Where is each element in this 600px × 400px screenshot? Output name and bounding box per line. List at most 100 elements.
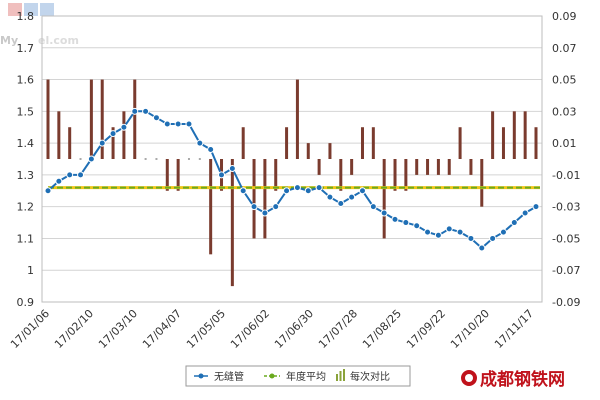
y2-tick-label: 0.07 <box>552 42 577 55</box>
axes: 1.8 0.09 1.7 0.07 1.6 0.05 1.5 0.03 1.4 0.01 1.3 -0… <box>8 10 580 351</box>
comparison-bar-2 <box>68 127 72 159</box>
price-point-18 <box>239 187 247 195</box>
comparison-bar-34 <box>415 159 419 175</box>
y2-tick-label: 0.03 <box>552 105 577 118</box>
watermark-top-left: My el.com <box>0 3 79 47</box>
price-point-31 <box>380 209 388 217</box>
comparison-bar-10 <box>155 158 158 160</box>
price-point-38 <box>456 228 464 236</box>
legend-swatch-bar-1 <box>336 374 338 381</box>
price-point-40 <box>478 244 486 252</box>
x-tick-label: 17/07/28 <box>316 307 360 351</box>
watermark-url-left: My <box>0 34 18 47</box>
x-tick-label: 17/04/07 <box>140 307 184 351</box>
comparison-bar-17 <box>230 159 234 287</box>
comparison-bar-20 <box>263 159 267 239</box>
price-point-12 <box>174 120 182 128</box>
comparison-bar-14 <box>198 158 201 160</box>
x-tick-label: 17/09/22 <box>404 307 448 351</box>
price-point-9 <box>142 107 150 115</box>
comparison-bar-33 <box>404 159 408 191</box>
price-point-5 <box>98 139 106 147</box>
comparison-bar-12 <box>176 159 180 191</box>
x-tick-label: 17/11/17 <box>492 307 536 351</box>
logo-mark-hole <box>465 374 473 382</box>
legend-label-price: 无缝管 <box>214 370 244 383</box>
comparison-bar-15 <box>209 159 213 255</box>
price-point-37 <box>445 225 453 233</box>
comparison-bar-3 <box>79 158 82 160</box>
x-tick-label: 17/08/25 <box>360 307 404 351</box>
price-point-4 <box>87 155 95 163</box>
price-point-7 <box>120 123 128 131</box>
price-point-16 <box>218 171 226 179</box>
x-tick-label: 17/01/06 <box>8 307 52 351</box>
price-point-8 <box>131 107 139 115</box>
comparison-bar-1 <box>57 111 61 159</box>
comparison-bar-43 <box>512 111 516 159</box>
price-point-24 <box>304 187 312 195</box>
plot-frame <box>41 15 543 303</box>
legend-label-comparison: 每次对比 <box>350 370 390 383</box>
y2-tick-label: -0.09 <box>552 296 580 309</box>
comparison-bar-11 <box>165 159 169 191</box>
y-tick-label: 1 <box>27 264 34 277</box>
price-point-30 <box>369 203 377 211</box>
price-point-45 <box>532 203 540 211</box>
price-point-14 <box>196 139 204 147</box>
comparison-bar-41 <box>491 111 495 159</box>
comparison-bar-7 <box>122 111 126 159</box>
comparison-bar-39 <box>469 159 473 175</box>
y-tick-label: 1.6 <box>17 74 35 87</box>
price-point-6 <box>109 130 117 138</box>
comparison-bar-21 <box>274 159 278 191</box>
comparison-bar-36 <box>436 159 440 175</box>
brand-logo: 成都钢铁网 <box>461 369 565 390</box>
watermark-square-2 <box>24 3 38 16</box>
comparison-bar-23 <box>295 79 299 159</box>
comparison-bar-37 <box>447 159 451 175</box>
legend-swatch-average-dot <box>269 373 275 379</box>
comparison-bar-40 <box>480 159 484 207</box>
price-point-32 <box>391 215 399 223</box>
price-point-36 <box>434 231 442 239</box>
grid <box>42 15 542 303</box>
comparison-bar-0 <box>46 79 50 159</box>
watermark-square-3 <box>40 3 54 16</box>
price-point-20 <box>261 209 269 217</box>
price-point-22 <box>283 187 291 195</box>
price-point-26 <box>326 193 334 201</box>
y-tick-label: 1.7 <box>17 42 35 55</box>
legend-box <box>185 365 411 387</box>
price-series-line <box>47 110 537 250</box>
price-point-11 <box>163 120 171 128</box>
price-point-42 <box>499 228 507 236</box>
price-point-0 <box>44 187 52 195</box>
watermark-square-1 <box>8 3 22 16</box>
comparison-bar-13 <box>187 158 190 160</box>
comparison-bar-27 <box>339 159 343 191</box>
comparison-bar-35 <box>426 159 430 175</box>
y-tick-label: 0.9 <box>17 296 35 309</box>
y2-tick-label: 0.09 <box>552 10 577 23</box>
price-point-41 <box>489 234 497 242</box>
price-point-29 <box>358 187 366 195</box>
legend-label-average: 年度平均 <box>286 370 326 383</box>
y-tick-label: 1.8 <box>17 10 35 23</box>
comparison-bars <box>46 79 538 287</box>
price-point-19 <box>250 203 258 211</box>
comparison-bar-29 <box>360 127 364 159</box>
price-point-21 <box>272 203 280 211</box>
legend-swatch-bar-2 <box>339 371 342 381</box>
comparison-bar-6 <box>111 127 115 159</box>
x-tick-label: 17/06/02 <box>228 307 272 351</box>
comparison-bar-26 <box>328 143 332 159</box>
price-point-23 <box>293 184 301 192</box>
y-tick-label: 1.3 <box>17 169 35 182</box>
price-line <box>44 107 540 252</box>
price-point-2 <box>66 171 74 179</box>
legend: 无缝管 年度平均 每次对比 <box>185 365 411 387</box>
y2-tick-label: 0.05 <box>552 74 577 87</box>
price-point-34 <box>413 222 421 230</box>
